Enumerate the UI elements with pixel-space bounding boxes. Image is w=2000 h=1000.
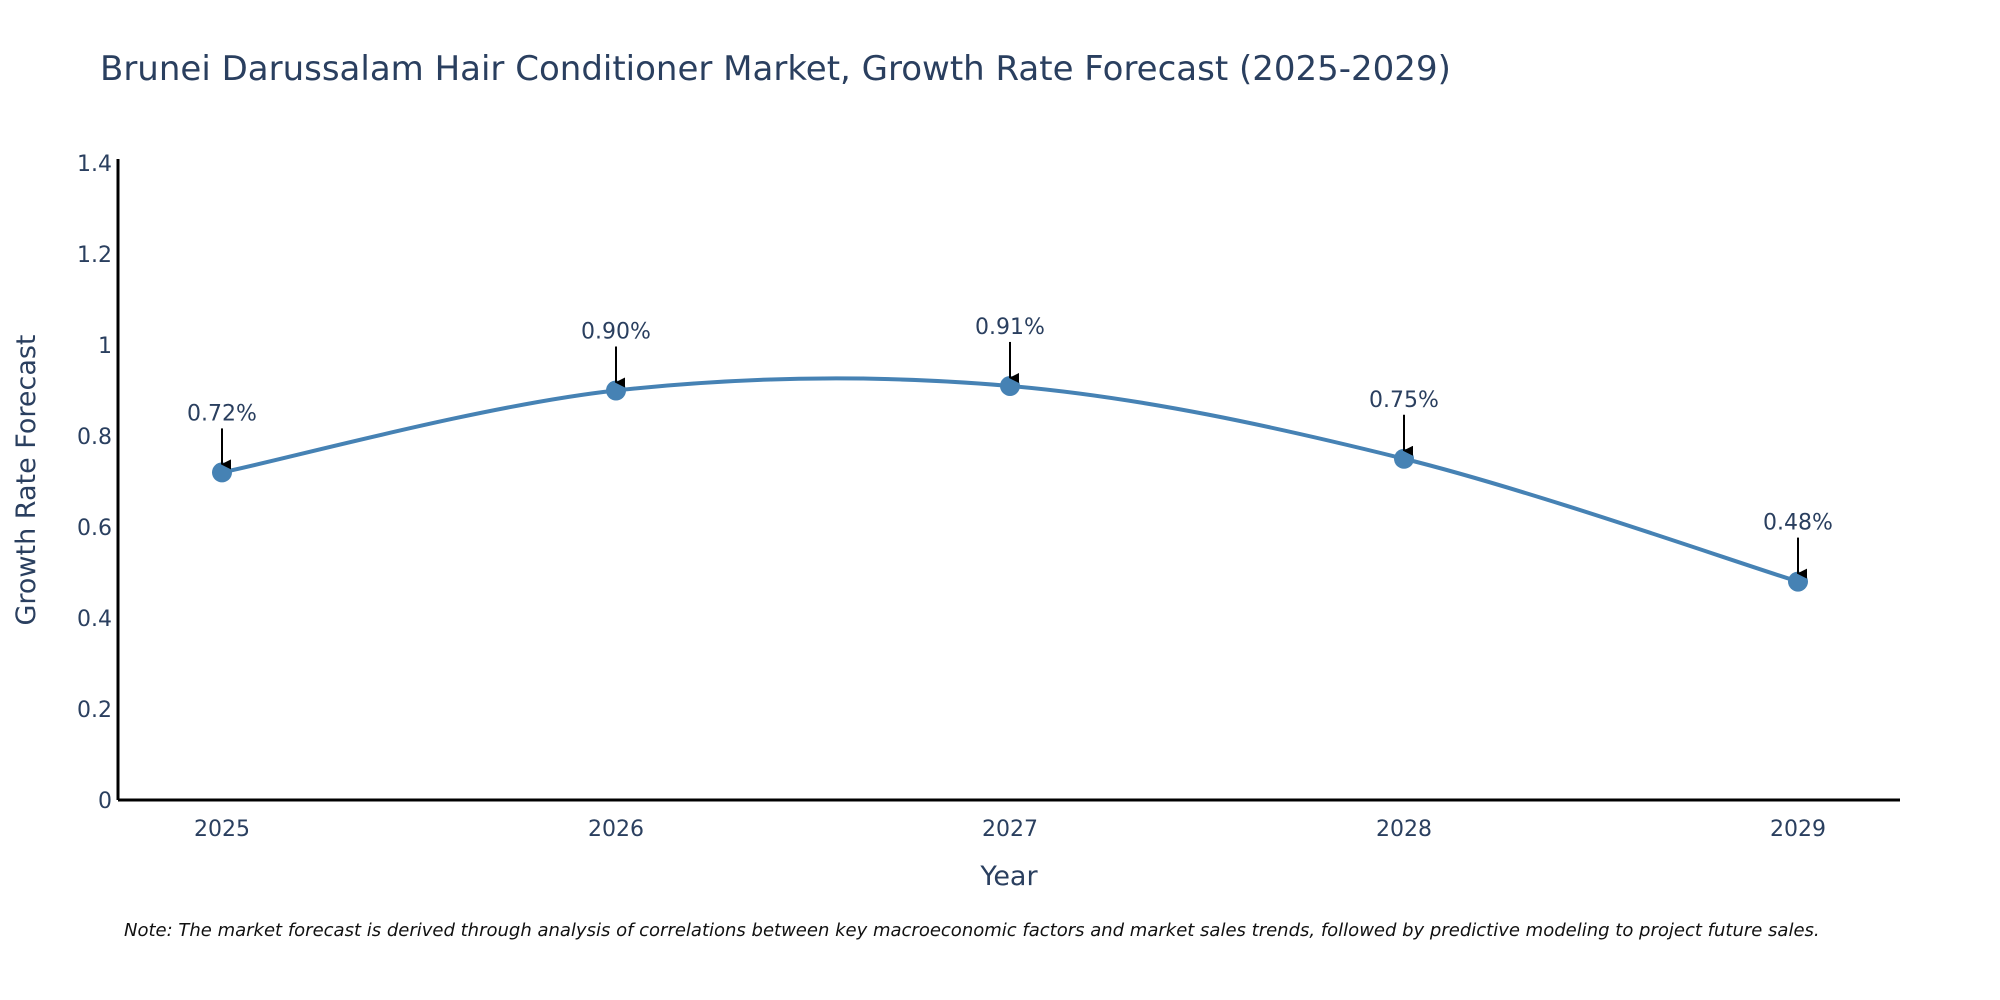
data-markers: [212, 375, 1808, 592]
y-axis-title: Growth Rate Forecast: [11, 334, 42, 625]
x-axis-title: Year: [979, 861, 1038, 892]
x-tick-label: 2028: [1376, 817, 1432, 842]
annotation-label: 0.48%: [1763, 511, 1833, 536]
data-point-2027: [1000, 375, 1020, 396]
y-tick-label: 1.4: [77, 152, 112, 177]
x-tick-label: 2026: [588, 817, 644, 842]
annotation-label: 0.72%: [187, 401, 257, 426]
y-tick-label: 1.2: [77, 243, 112, 268]
footnote: Note: The market forecast is derived thr…: [124, 920, 1820, 941]
y-tick-label: 0.4: [77, 607, 112, 632]
y-tick-label: 0.8: [77, 425, 112, 450]
x-axis-ticks: 2025 2026 2027 2028 2029: [194, 817, 1826, 842]
annotation-label: 0.91%: [975, 315, 1045, 340]
data-point-2025: [212, 462, 232, 483]
data-point-2026: [606, 380, 626, 401]
x-tick-label: 2027: [982, 817, 1038, 842]
x-tick-label: 2029: [1770, 817, 1826, 842]
y-tick-label: 0: [98, 789, 112, 814]
chart-title: Brunei Darussalam Hair Conditioner Marke…: [100, 49, 1451, 89]
series-line: [221, 376, 1799, 584]
y-tick-label: 0.2: [77, 698, 112, 723]
data-point-2029: [1788, 571, 1808, 592]
y-tick-label: 0.6: [77, 516, 112, 541]
data-annotations: 0.72% 0.90% 0.91% 0.75% 0.48%: [187, 315, 1833, 579]
data-point-2028: [1394, 448, 1414, 469]
y-axis-ticks: 0 0.2 0.4 0.6 0.8 1 1.2 1.4: [77, 152, 112, 814]
x-tick-label: 2025: [194, 817, 250, 842]
annotation-label: 0.90%: [581, 320, 651, 345]
annotation-label: 0.75%: [1369, 388, 1439, 413]
y-tick-label: 1: [98, 334, 112, 359]
